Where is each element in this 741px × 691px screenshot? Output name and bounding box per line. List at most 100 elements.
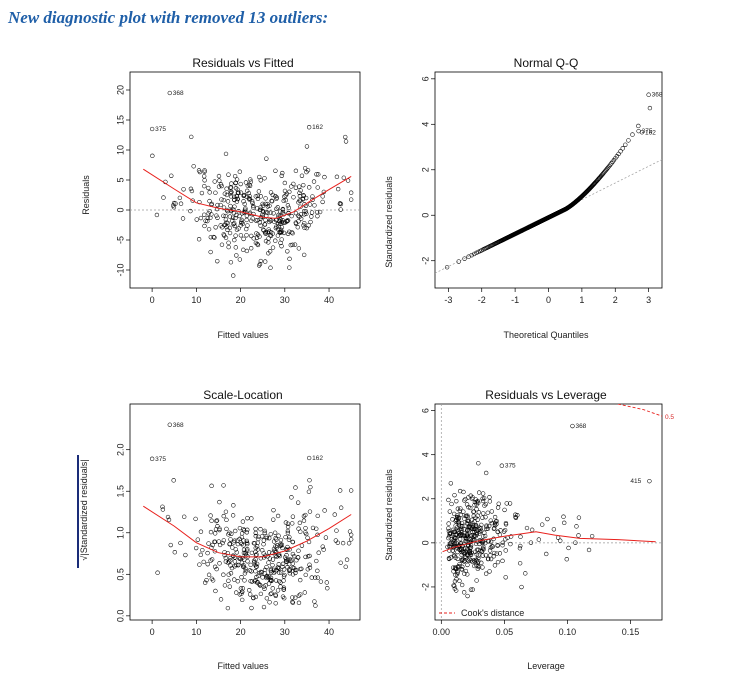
y-tick-label: 0.0: [115, 610, 125, 623]
data-point: [496, 501, 501, 506]
data-point: [253, 594, 259, 600]
data-point: [500, 558, 505, 564]
data-point: [170, 203, 176, 208]
data-point: [277, 579, 282, 584]
data-point: [221, 232, 226, 237]
data-point: [241, 564, 247, 570]
data-point: [224, 186, 229, 191]
y-tick-label: 1.0: [115, 527, 125, 540]
data-point: [235, 187, 240, 192]
data-point: [271, 211, 276, 216]
data-point: [258, 258, 264, 264]
data-point: [277, 229, 283, 235]
data-point: [228, 260, 234, 265]
data-point: [474, 578, 479, 583]
data-point: [480, 498, 486, 504]
data-point: [287, 229, 292, 234]
data-point: [172, 550, 177, 555]
data-point: [290, 521, 295, 526]
y-tick-label: 6: [420, 408, 430, 413]
data-point: [292, 567, 298, 573]
data-point: [260, 201, 265, 207]
data-point: [486, 523, 492, 529]
data-point: [206, 185, 211, 191]
data-point: [451, 535, 457, 540]
data-point: [206, 211, 211, 216]
data-point: [281, 587, 286, 592]
y-tick-label: 0.5: [115, 568, 125, 581]
data-point: [488, 545, 494, 550]
data-point: [260, 548, 265, 553]
data-point: [226, 172, 231, 177]
data-point: [257, 220, 262, 225]
data-point: [227, 230, 233, 236]
data-point: [452, 553, 457, 559]
data-point: [261, 228, 266, 233]
data-point: [454, 517, 459, 522]
outlier-label: 368: [173, 422, 184, 429]
data-point: [290, 539, 296, 545]
data-point: [225, 605, 231, 611]
data-point: [503, 575, 508, 580]
data-point: [242, 201, 247, 207]
y-tick-label: -2: [420, 257, 430, 265]
data-point: [198, 215, 204, 221]
data-point: [237, 169, 242, 174]
data-point: [285, 524, 291, 530]
data-point: [302, 220, 307, 226]
data-point: [298, 592, 303, 597]
data-point: [487, 495, 492, 500]
data-point: [263, 217, 268, 223]
data-point: [263, 196, 268, 201]
outlier-label: 162: [312, 124, 323, 131]
data-point: [289, 230, 294, 235]
data-point: [290, 600, 296, 605]
x-axis-label: Fitted values: [217, 661, 269, 671]
data-point: [463, 538, 468, 544]
data-point: [524, 525, 530, 531]
data-point: [290, 514, 296, 519]
y-tick-label: 2: [420, 167, 430, 172]
data-point: [223, 213, 228, 219]
outlier-label: 415: [630, 478, 641, 485]
data-point: [194, 545, 199, 551]
plot-title: Residuals vs Fitted: [192, 56, 293, 70]
data-point: [178, 201, 184, 206]
data-point: [280, 218, 285, 223]
data-point: [295, 500, 301, 505]
data-point: [235, 579, 240, 584]
data-point: [465, 527, 470, 533]
data-point: [456, 517, 461, 522]
data-point: [212, 564, 218, 569]
data-point: [474, 562, 479, 568]
y-axis-label: Residuals: [81, 175, 91, 215]
data-point: [223, 217, 229, 222]
data-point: [468, 537, 473, 542]
data-point: [309, 575, 314, 580]
data-point: [242, 557, 247, 562]
data-point: [257, 234, 262, 239]
data-point: [205, 215, 211, 221]
data-point: [504, 501, 509, 506]
data-point: [446, 526, 451, 531]
outlier-label: 375: [155, 126, 166, 133]
data-point: [212, 531, 218, 536]
data-point: [265, 204, 271, 209]
data-point: [198, 552, 203, 558]
data-point: [298, 566, 303, 572]
data-point: [466, 550, 472, 556]
y-tick-label: -2: [420, 583, 430, 591]
data-point: [321, 547, 326, 552]
data-point: [272, 548, 277, 554]
data-point: [228, 194, 234, 199]
data-point: [245, 527, 250, 533]
data-point: [481, 547, 486, 552]
x-tick-label: 30: [280, 627, 290, 637]
x-tick-label: 10: [191, 295, 201, 305]
data-point: [276, 553, 281, 558]
outlier-point: [149, 126, 155, 132]
data-point: [281, 585, 287, 590]
data-point: [576, 533, 581, 538]
data-point: [190, 198, 195, 203]
data-point: [262, 571, 267, 576]
